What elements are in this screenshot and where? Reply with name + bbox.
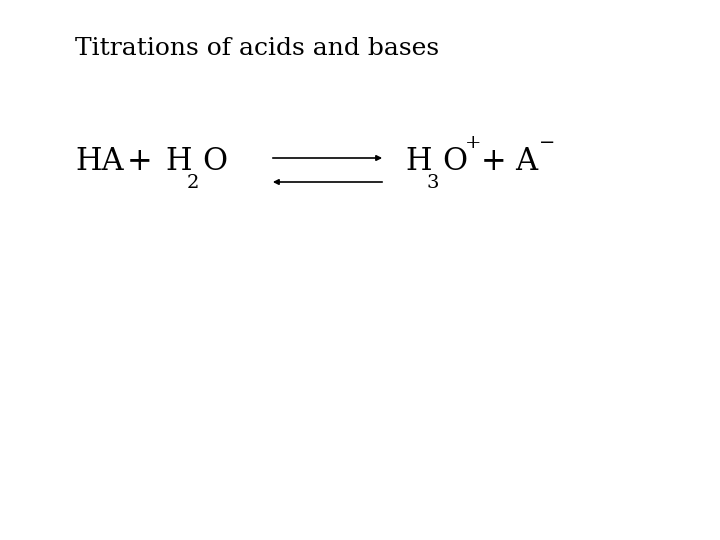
Text: HA: HA: [75, 146, 124, 177]
Text: 2: 2: [187, 174, 199, 192]
Text: A: A: [515, 146, 537, 177]
Text: O: O: [442, 146, 467, 177]
Text: H: H: [165, 146, 192, 177]
Text: 3: 3: [427, 174, 439, 192]
Text: +: +: [465, 134, 482, 152]
Text: O: O: [202, 146, 227, 177]
Text: +: +: [127, 146, 153, 177]
Text: −: −: [539, 134, 555, 152]
Text: H: H: [405, 146, 431, 177]
Text: Titrations of acids and bases: Titrations of acids and bases: [75, 37, 439, 60]
Text: +: +: [481, 146, 507, 177]
